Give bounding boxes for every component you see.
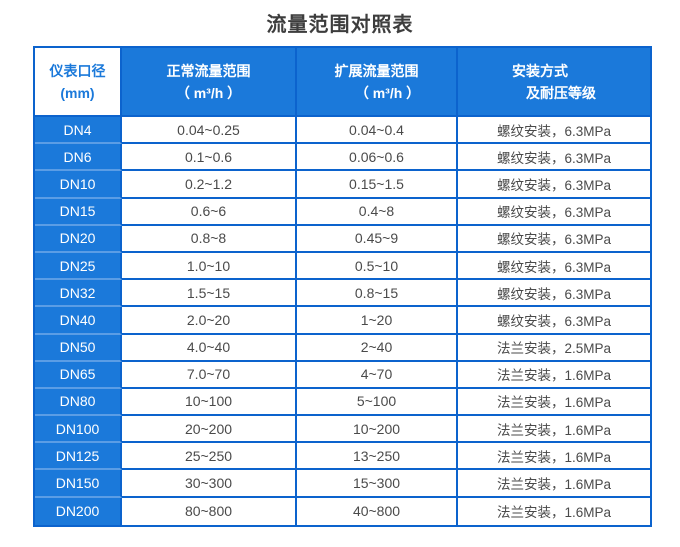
cell-normal-range: 25~250 [122,443,297,471]
table-row: DN10 0.2~1.2 0.15~1.5 螺纹安装，6.3MPa [35,171,650,199]
header-row: 仪表口径 (mm) 正常流量范围 （ m³/h ） 扩展流量范围 （ m³/h … [35,48,650,117]
cell-normal-range: 0.1~0.6 [122,144,297,172]
cell-install: 螺纹安装，6.3MPa [458,252,650,281]
table-row: DN40 2.0~20 1~20 螺纹安装，6.3MPa [35,307,650,335]
cell-dn: DN100 [35,416,122,444]
cell-extended-range: 4~70 [297,361,458,389]
cell-normal-range: 0.2~1.2 [122,171,297,199]
cell-dn: DN25 [35,252,122,281]
cell-install: 螺纹安装，6.3MPa [458,198,650,226]
cell-extended-range: 2~40 [297,334,458,362]
cell-extended-range: 13~250 [297,443,458,471]
table-header: 仪表口径 (mm) 正常流量范围 （ m³/h ） 扩展流量范围 （ m³/h … [35,48,650,117]
cell-extended-range: 1~20 [297,307,458,335]
cell-install: 螺纹安装，6.3MPa [458,144,650,172]
cell-normal-range: 4.0~40 [122,334,297,362]
cell-extended-range: 40~800 [297,497,458,525]
cell-extended-range: 0.06~0.6 [297,144,458,172]
cell-dn: DN4 [35,117,122,145]
cell-install: 法兰安装，1.6MPa [458,416,650,444]
table-row: DN125 25~250 13~250 法兰安装，1.6MPa [35,443,650,471]
header-install-pressure-label: 及耐压等级 [526,84,596,101]
table-row: DN80 10~100 5~100 法兰安装，1.6MPa [35,388,650,417]
header-install-method: 安装方式 及耐压等级 [458,48,650,117]
cell-dn: DN32 [35,280,122,308]
cell-extended-range: 15~300 [297,470,458,498]
page-title: 流量范围对照表 [266,14,414,36]
cell-dn: DN6 [35,144,122,172]
cell-install: 法兰安装，1.6MPa [458,443,650,471]
header-extended-flow-range-label: 扩展流量范围 [334,62,419,79]
cell-install: 螺纹安装，6.3MPa [458,307,650,335]
cell-normal-range: 0.04~0.25 [122,117,297,145]
table-row: DN50 4.0~40 2~40 法兰安装，2.5MPa [35,334,650,362]
header-normal-flow-range-unit: （ m³/h ） [175,84,242,101]
cell-dn: DN65 [35,361,122,389]
cell-dn: DN125 [35,443,122,471]
cell-install: 螺纹安装，6.3MPa [458,225,650,253]
table-row: DN200 80~800 40~800 法兰安装，1.6MPa [35,497,650,525]
cell-extended-range: 0.04~0.4 [297,117,458,145]
cell-extended-range: 10~200 [297,416,458,444]
header-meter-diameter-unit: (mm) [60,84,95,101]
cell-dn: DN10 [35,171,122,199]
table-row: DN65 7.0~70 4~70 法兰安装，1.6MPa [35,361,650,389]
table-row: DN25 1.0~10 0.5~10 螺纹安装，6.3MPa [35,252,650,281]
cell-normal-range: 2.0~20 [122,307,297,335]
cell-install: 螺纹安装，6.3MPa [458,171,650,199]
header-normal-flow-range-label: 正常流量范围 [166,62,251,79]
cell-extended-range: 0.45~9 [297,225,458,253]
cell-normal-range: 0.6~6 [122,198,297,226]
cell-install: 法兰安装，1.6MPa [458,361,650,389]
cell-dn: DN150 [35,470,122,498]
cell-install: 法兰安装，1.6MPa [458,497,650,525]
cell-extended-range: 0.15~1.5 [297,171,458,199]
header-normal-flow-range: 正常流量范围 （ m³/h ） [122,48,297,117]
table-row: DN6 0.1~0.6 0.06~0.6 螺纹安装，6.3MPa [35,144,650,172]
table-row: DN100 20~200 10~200 法兰安装，1.6MPa [35,416,650,444]
cell-normal-range: 20~200 [122,416,297,444]
header-meter-diameter-label: 仪表口径 [49,62,106,79]
cell-extended-range: 0.8~15 [297,280,458,308]
cell-normal-range: 30~300 [122,470,297,498]
cell-normal-range: 1.5~15 [122,280,297,308]
header-meter-diameter: 仪表口径 (mm) [35,48,122,117]
cell-normal-range: 7.0~70 [122,361,297,389]
cell-extended-range: 5~100 [297,388,458,417]
cell-dn: DN15 [35,198,122,226]
header-install-method-label: 安装方式 [512,62,568,79]
table-row: DN20 0.8~8 0.45~9 螺纹安装，6.3MPa [35,225,650,253]
cell-extended-range: 0.5~10 [297,252,458,281]
cell-normal-range: 80~800 [122,497,297,525]
cell-install: 法兰安装，2.5MPa [458,334,650,362]
header-extended-flow-range-unit: （ m³/h ） [354,84,421,101]
cell-dn: DN200 [35,497,122,525]
cell-dn: DN50 [35,334,122,362]
cell-dn: DN20 [35,225,122,253]
header-extended-flow-range: 扩展流量范围 （ m³/h ） [297,48,458,117]
cell-dn: DN80 [35,388,122,417]
table-row: DN32 1.5~15 0.8~15 螺纹安装，6.3MPa [35,280,650,308]
cell-normal-range: 0.8~8 [122,225,297,253]
cell-extended-range: 0.4~8 [297,198,458,226]
table-row: DN150 30~300 15~300 法兰安装，1.6MPa [35,470,650,498]
table-body: DN4 0.04~0.25 0.04~0.4 螺纹安装，6.3MPa DN6 0.1~0.… [35,117,650,525]
cell-dn: DN40 [35,307,122,335]
cell-install: 螺纹安装，6.3MPa [458,280,650,308]
table-row: DN15 0.6~6 0.4~8 螺纹安装，6.3MPa [35,198,650,226]
cell-normal-range: 10~100 [122,388,297,417]
cell-normal-range: 1.0~10 [122,252,297,281]
flow-range-table: 仪表口径 (mm) 正常流量范围 （ m³/h ） 扩展流量范围 （ m³/h … [33,46,652,527]
cell-install: 螺纹安装，6.3MPa [458,117,650,145]
cell-install: 法兰安装，1.6MPa [458,388,650,417]
cell-install: 法兰安装，1.6MPa [458,470,650,498]
table-row: DN4 0.04~0.25 0.04~0.4 螺纹安装，6.3MPa [35,117,650,145]
